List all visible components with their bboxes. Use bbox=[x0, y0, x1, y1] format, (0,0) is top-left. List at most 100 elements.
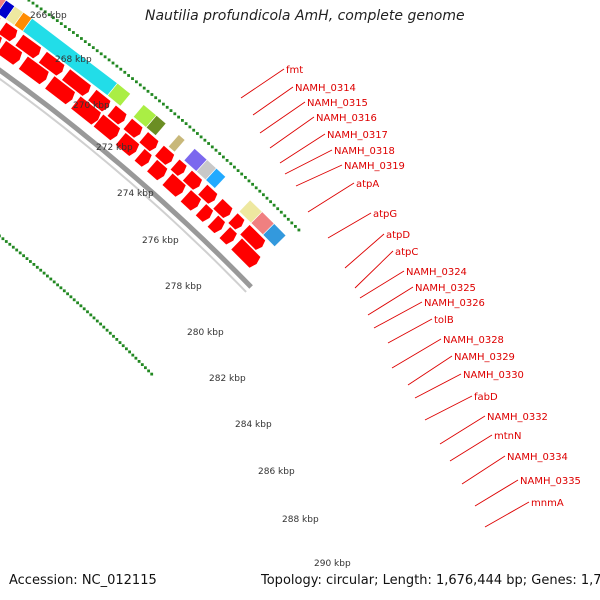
gc-dot bbox=[169, 109, 173, 112]
gc-dot bbox=[177, 115, 180, 119]
gene-arrow bbox=[179, 189, 202, 212]
gc-dot bbox=[51, 16, 55, 20]
gene-label: NAMH_0314 bbox=[295, 83, 356, 94]
gc-dot bbox=[236, 169, 240, 172]
axis-dot bbox=[72, 298, 76, 302]
axis-dot bbox=[125, 347, 128, 351]
gene-label-leader bbox=[259, 101, 306, 134]
cog-block bbox=[107, 82, 132, 107]
gene-label: atpG bbox=[373, 209, 397, 220]
gc-dot bbox=[111, 61, 115, 65]
gene-label-leader bbox=[327, 212, 372, 239]
gene-label: NAMH_0335 bbox=[520, 476, 581, 487]
gc-dot bbox=[115, 64, 119, 68]
gene-label: NAMH_0326 bbox=[424, 298, 485, 309]
gc-dot bbox=[225, 159, 229, 162]
gene-arrow bbox=[61, 68, 92, 97]
gene-arrow bbox=[44, 75, 76, 105]
gc-dot bbox=[244, 176, 247, 179]
gc-dot bbox=[59, 22, 63, 25]
axis-dot bbox=[0, 234, 1, 238]
gc-dot bbox=[199, 135, 203, 139]
cog-block bbox=[145, 114, 167, 137]
gene-label-leader bbox=[252, 86, 294, 116]
axis-dot bbox=[147, 369, 150, 373]
kbp-tick-label: 288 kbp bbox=[282, 515, 319, 525]
kbp-tick-label: 284 kbp bbox=[235, 420, 272, 430]
gene-label-leader bbox=[367, 286, 414, 316]
axis-dot bbox=[56, 283, 59, 287]
accession-text: Accession: NC_012115 bbox=[9, 573, 157, 588]
gene-arrow bbox=[197, 183, 219, 205]
gc-dot bbox=[210, 145, 214, 149]
gene-label: NAMH_0316 bbox=[316, 113, 377, 124]
gc-dot bbox=[229, 162, 233, 166]
gene-label: NAMH_0317 bbox=[327, 130, 388, 141]
backbone-outer bbox=[0, 67, 253, 289]
gene-label: atpD bbox=[386, 230, 410, 241]
axis-dot bbox=[76, 301, 79, 305]
axis-dot bbox=[92, 316, 96, 320]
gene-label: atpA bbox=[356, 179, 379, 190]
gc-dot bbox=[43, 10, 47, 14]
gc-dot bbox=[39, 7, 43, 11]
gene-label: NAMH_0330 bbox=[463, 370, 524, 381]
genome-summary-text: Topology: circular; Length: 1,676,444 bp… bbox=[261, 573, 600, 588]
gc-dot bbox=[47, 13, 51, 17]
gc-dot bbox=[99, 52, 103, 56]
axis-dot bbox=[95, 319, 99, 323]
gc-dot bbox=[95, 49, 99, 53]
gene-arrow bbox=[133, 148, 153, 168]
axis-dot bbox=[29, 260, 32, 263]
axis-dot bbox=[39, 268, 43, 272]
kbp-axis: 266 kbp 268 kbp 270 kbp 272 kbp 274 kbp 276 k… bbox=[30, 11, 351, 569]
gene-label: NAMH_0324 bbox=[406, 267, 467, 278]
gc-dot bbox=[192, 128, 196, 132]
axis-dot bbox=[128, 350, 131, 354]
gc-dot bbox=[63, 25, 67, 28]
gene-arrow bbox=[70, 95, 102, 126]
gene-label: NAMH_0318 bbox=[334, 146, 395, 157]
gene-label: NAMH_0325 bbox=[415, 283, 476, 294]
gc-dot bbox=[286, 217, 290, 221]
gene-label: fabD bbox=[474, 392, 498, 403]
kbp-tick-label: 278 kbp bbox=[165, 282, 202, 292]
axis-dot bbox=[69, 295, 73, 299]
gc-dot bbox=[269, 200, 272, 204]
gc-dot bbox=[72, 31, 75, 34]
gene-label: fmt bbox=[286, 65, 303, 76]
gene-labels: fmt NAMH_0314 NAMH_0315 NAMH_0316 NAMH_0317 N… bbox=[240, 65, 581, 528]
kbp-tick-label: 286 kbp bbox=[258, 467, 295, 477]
gene-label-leader bbox=[461, 455, 506, 485]
gene-label: tolB bbox=[434, 315, 454, 326]
axis-dot bbox=[121, 344, 125, 348]
axis-dot bbox=[46, 274, 49, 278]
gene-arrow bbox=[154, 144, 175, 166]
gene-label-leader bbox=[449, 434, 493, 462]
kbp-tick-label: 290 kbp bbox=[314, 559, 351, 569]
gene-arrow bbox=[239, 224, 266, 251]
gc-dot bbox=[181, 119, 184, 122]
gene-label-leader bbox=[407, 355, 453, 386]
kbp-tick-label: 266 kbp bbox=[30, 11, 67, 21]
gc-dot bbox=[27, 0, 31, 2]
gene-label-leader bbox=[359, 270, 405, 299]
gc-dot bbox=[146, 89, 150, 93]
gc-dot bbox=[83, 40, 87, 43]
kbp-tick-label: 282 kbp bbox=[209, 374, 246, 384]
gene-arrow bbox=[17, 55, 50, 85]
gc-dot bbox=[68, 28, 71, 31]
gene-label: NAMH_0332 bbox=[487, 412, 548, 423]
gene-label: mtnN bbox=[494, 431, 521, 442]
kbp-tick-label: 274 kbp bbox=[117, 189, 154, 199]
gc-dots bbox=[0, 0, 301, 376]
gene-label: mnmA bbox=[531, 498, 564, 509]
gc-dot bbox=[127, 74, 130, 77]
axis-dot bbox=[89, 313, 93, 317]
gene-track bbox=[0, 0, 287, 269]
gene-arrow bbox=[37, 50, 66, 77]
gc-dot bbox=[283, 214, 287, 218]
cog-block bbox=[262, 223, 287, 248]
gene-arrow bbox=[212, 198, 234, 219]
